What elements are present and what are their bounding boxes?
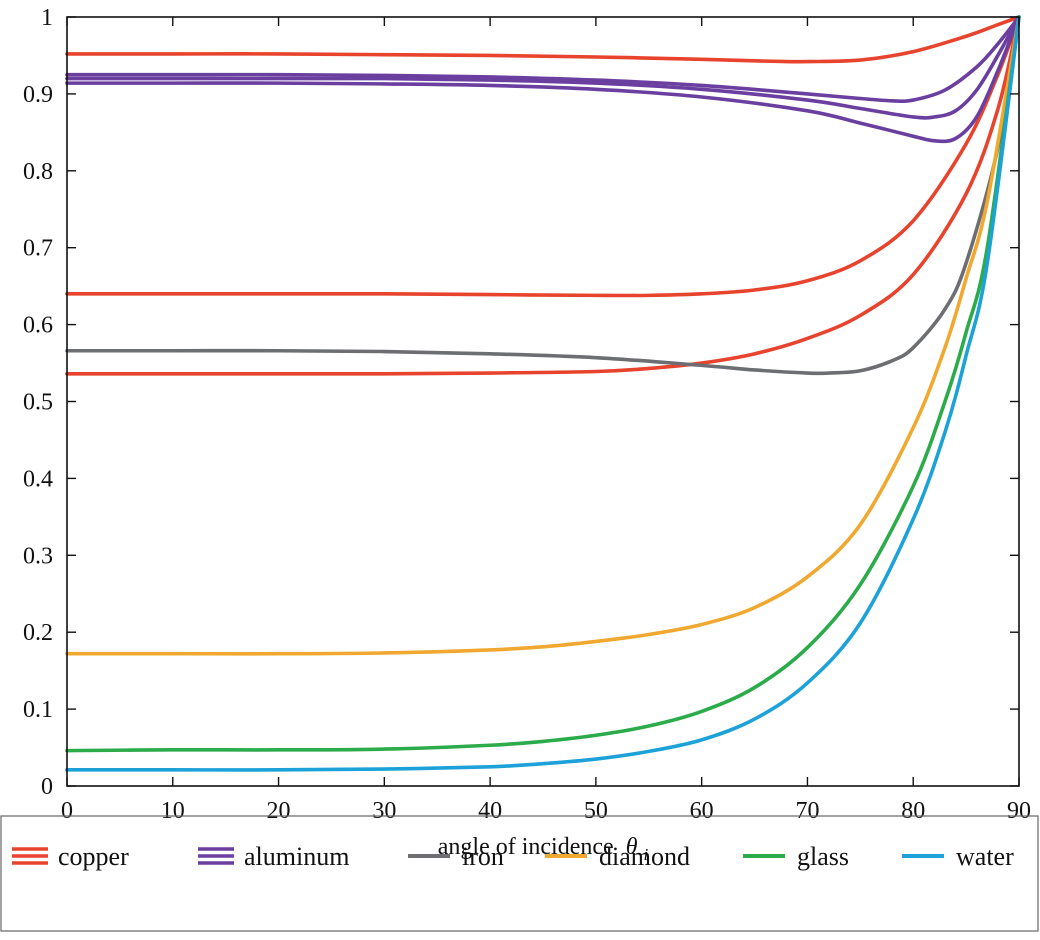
y-tick-label: 0.5 — [23, 390, 53, 416]
axis-tick-labels: 0 10 20 30 40 50 60 70 80 90 0 0.1 0.2 0.3 0.4 0.5 0.6 0.… — [23, 5, 1031, 824]
series-line-diamond — [65, 15, 1021, 656]
legend-label-water: water — [956, 842, 1014, 871]
y-tick-label: 1 — [41, 5, 53, 31]
plot-curves — [65, 15, 1021, 772]
plot-frame — [66, 16, 1020, 787]
y-tick-label: 0 — [41, 774, 53, 800]
series-line-curve-1 — [65, 15, 1021, 298]
axis-ticks — [66, 16, 1020, 787]
y-tick-label: 0.7 — [23, 236, 53, 262]
y-tick-label: 0.4 — [23, 466, 53, 492]
x-tick-label: 20 — [267, 798, 291, 824]
legend-label-iron: iron — [462, 842, 504, 871]
x-tick-label: 0 — [61, 798, 73, 824]
y-tick-label: 0.8 — [23, 159, 53, 185]
series-line-curve-4 — [65, 15, 1021, 120]
x-tick-label: 10 — [161, 798, 185, 824]
x-tick-label: 50 — [584, 798, 608, 824]
legend-box — [0, 815, 1039, 932]
x-tick-label: 30 — [372, 798, 396, 824]
x-axis-label-symbol: θ — [626, 834, 638, 860]
legend-label-diamond: diamond — [599, 842, 690, 871]
y-tick-label: 0.9 — [23, 82, 53, 108]
x-axis-label-subscript: i — [643, 845, 648, 864]
y-tick-label: 0.6 — [23, 313, 53, 339]
legend-label-copper: copper — [58, 842, 129, 871]
x-tick-label: 70 — [795, 798, 819, 824]
series-line-aluminum — [65, 15, 1021, 104]
x-tick-label: 90 — [1007, 798, 1031, 824]
y-tick-label: 0.1 — [23, 697, 53, 723]
y-tick-label: 0.3 — [23, 543, 53, 569]
series-line-water — [65, 15, 1021, 772]
x-tick-label: 80 — [901, 798, 925, 824]
series-line-curve-2 — [65, 15, 1021, 376]
series-line-curve-5 — [65, 15, 1021, 144]
legend-label-aluminum: aluminum — [244, 842, 349, 871]
y-tick-label: 0.2 — [23, 620, 53, 646]
series-line-copper — [65, 15, 1021, 64]
series-line-glass — [65, 15, 1021, 753]
legend-label-glass: glass — [797, 842, 849, 871]
series-line-iron — [65, 15, 1021, 376]
x-tick-label: 60 — [690, 798, 714, 824]
x-tick-label: 40 — [478, 798, 502, 824]
legend: copper aluminum iron diamond glass water — [0, 815, 1039, 932]
